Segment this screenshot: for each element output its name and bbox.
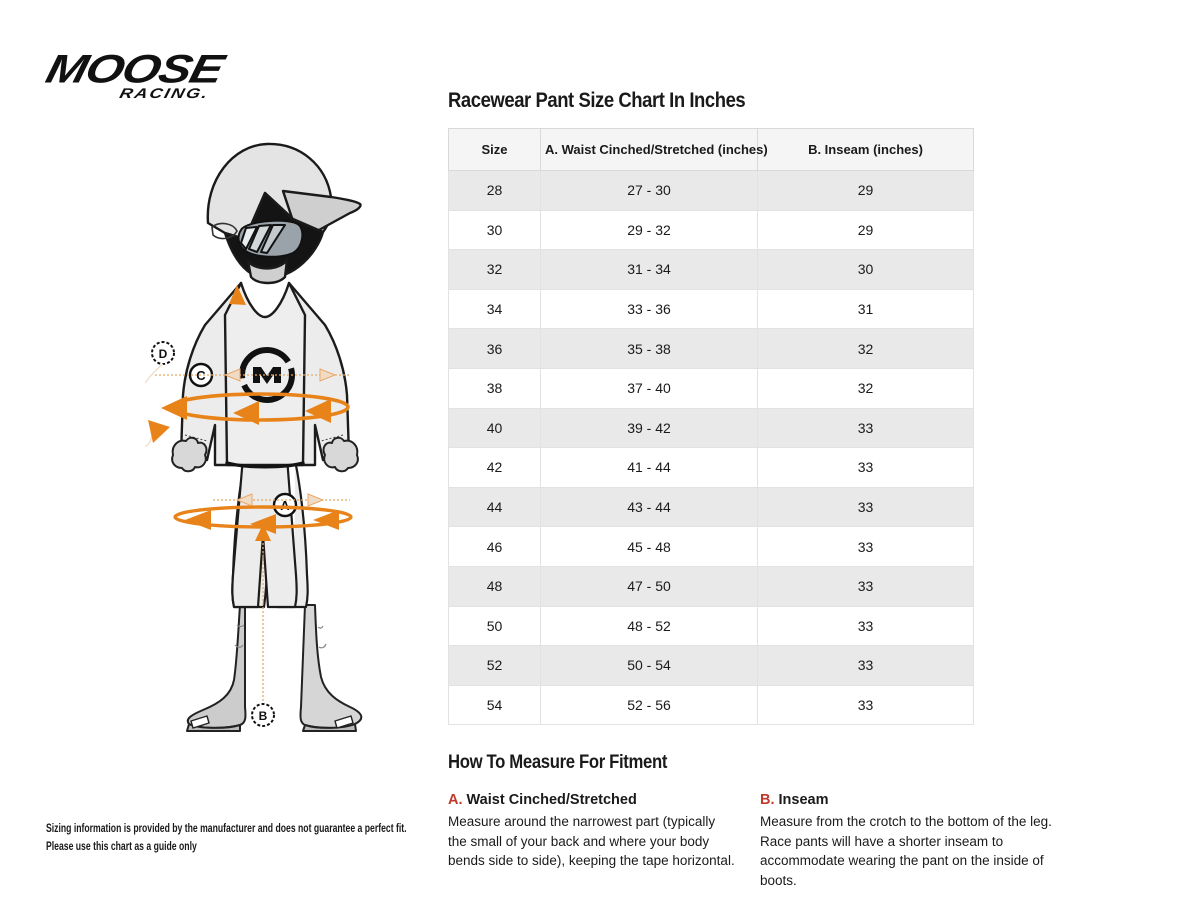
svg-text:B: B [259, 709, 268, 723]
svg-text:D: D [159, 347, 168, 361]
